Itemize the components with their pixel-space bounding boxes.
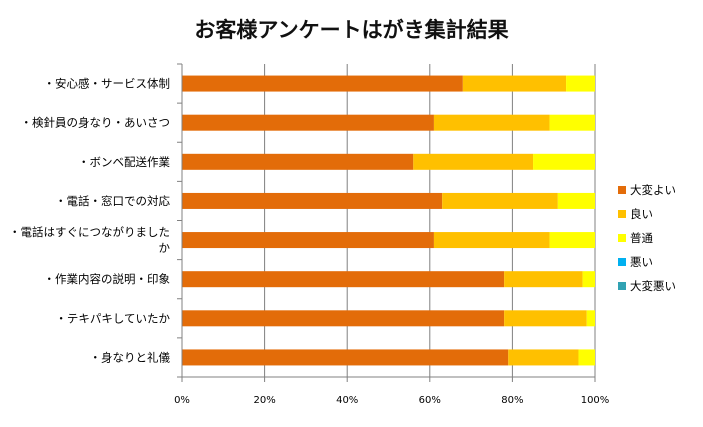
bar-segment [182, 192, 443, 209]
bar-segment [504, 271, 583, 288]
bar-segment [182, 114, 434, 131]
bar-segment [433, 232, 550, 249]
category-label: ・電話はすぐにつながりました [9, 225, 170, 239]
legend-label: 大変よい [630, 183, 676, 197]
bar-segment [566, 75, 595, 92]
legend-swatch [618, 210, 626, 218]
bar-segment [182, 271, 505, 288]
legend-swatch [618, 234, 626, 242]
category-label: ・検針員の身なり・あいさつ [21, 116, 171, 130]
bar-segment [586, 310, 595, 327]
bar-segment [508, 349, 579, 366]
bar-segment [433, 114, 550, 131]
x-tick-label: 40% [336, 395, 358, 406]
bar-segment [578, 349, 595, 366]
x-tick-label: 60% [419, 395, 441, 406]
category-label: ・作業内容の説明・印象 [44, 272, 171, 286]
category-label: ・身なりと礼儀 [90, 350, 171, 364]
bar-segment [182, 349, 509, 366]
category-label: ・電話・窓口での対応 [55, 194, 170, 208]
legend-label: 普通 [630, 231, 653, 245]
bar-segment [549, 232, 595, 249]
bar-segment [462, 75, 567, 92]
legend-swatch [618, 258, 626, 266]
bar-segment [442, 192, 558, 209]
chart-title: お客様アンケートはがき集計結果 [194, 18, 509, 42]
x-tick-label: 80% [501, 395, 523, 406]
bar-segment [182, 310, 505, 327]
bar-segment [413, 153, 534, 170]
bar-segment [182, 232, 434, 249]
axes [177, 63, 596, 382]
category-labels: ・安心感・サービス体制・検針員の身なり・あいさつ・ボンベ配送作業・電話・窓口での… [9, 77, 171, 365]
bar-segment [582, 271, 595, 288]
legend-label: 悪い [630, 255, 653, 269]
bar-segment [182, 75, 463, 92]
category-label: ・安心感・サービス体制 [44, 77, 171, 91]
legend-swatch [618, 282, 626, 290]
bar-segment [182, 153, 414, 170]
gridlines [181, 64, 596, 377]
category-label: か [159, 241, 171, 255]
category-label: ・ボンベ配送作業 [78, 155, 170, 169]
bar-segment [533, 153, 595, 170]
x-tick-label: 100% [581, 395, 610, 406]
bar-segment [549, 114, 595, 131]
x-tick-label: 20% [253, 395, 275, 406]
category-label: ・テキパキしていたか [55, 311, 170, 325]
x-tick-label: 0% [174, 395, 190, 406]
x-tick-labels: 0% 20% 40% 60% 80% 100% [174, 395, 609, 406]
legend-swatch [618, 186, 626, 194]
legend-label: 良い [630, 207, 653, 221]
legend-label: 大変悪い [630, 279, 676, 293]
bar-segment [504, 310, 587, 327]
bars [182, 75, 595, 366]
bar-segment [557, 192, 595, 209]
